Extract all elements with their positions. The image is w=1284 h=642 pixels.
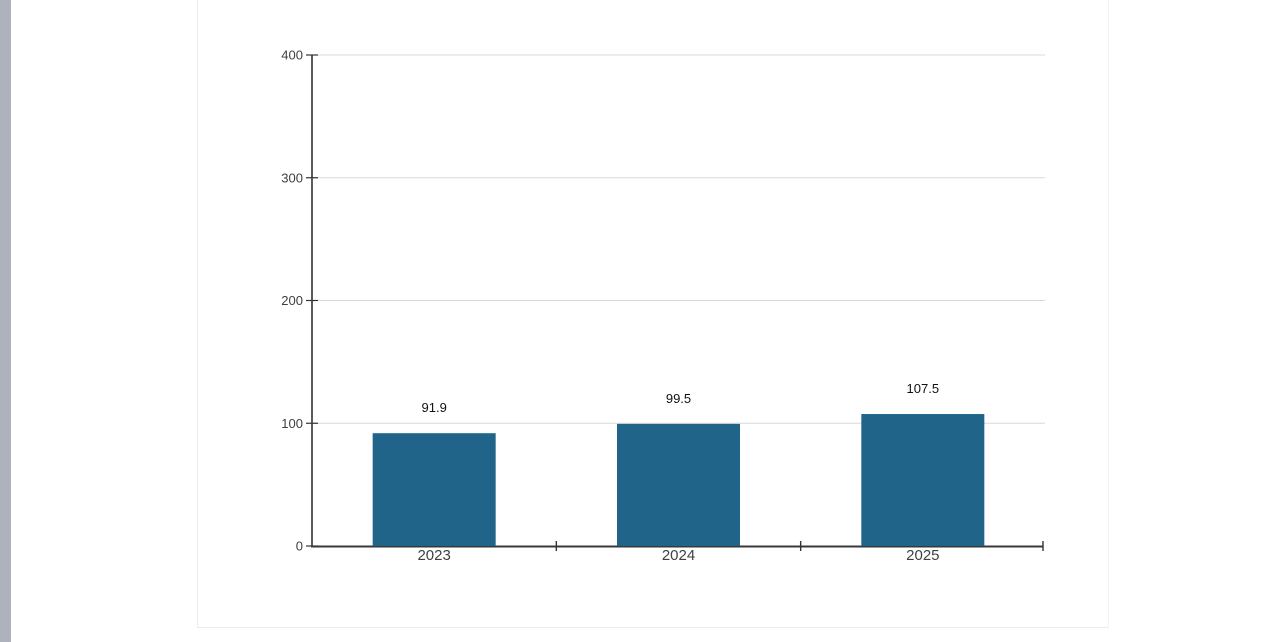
- y-tick-label: 200: [281, 293, 303, 308]
- x-tick-label: 2023: [417, 547, 450, 564]
- bar: [861, 414, 985, 546]
- bar: [372, 433, 496, 546]
- bar-value-label: 107.5: [907, 381, 940, 396]
- bar-value-label: 91.9: [422, 400, 447, 415]
- bar: [617, 423, 740, 546]
- x-tick-label: 2025: [906, 547, 939, 564]
- y-tick-label: 100: [281, 416, 303, 431]
- y-tick-label: 400: [281, 48, 303, 63]
- x-tick-label: 2024: [662, 547, 695, 564]
- scrollbar[interactable]: [0, 0, 11, 642]
- y-tick-label: 300: [281, 170, 303, 185]
- y-tick-label: 0: [296, 539, 303, 554]
- bar-value-label: 99.5: [666, 391, 691, 406]
